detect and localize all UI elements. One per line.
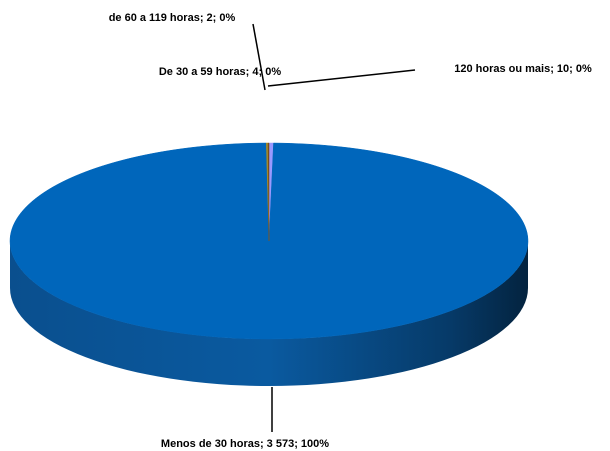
pie-slice — [267, 142, 270, 242]
data-label: 120 horas ou mais; 10; 0% — [454, 63, 592, 75]
data-label: Menos de 30 horas; 3 573; 100% — [161, 438, 329, 450]
data-label: De 30 a 59 horas; 4; 0% — [159, 66, 282, 78]
data-label: de 60 a 119 horas; 2; 0% — [109, 12, 236, 24]
pie-side — [10, 241, 528, 386]
leader-line — [252, 23, 266, 91]
leader-line — [267, 69, 416, 87]
